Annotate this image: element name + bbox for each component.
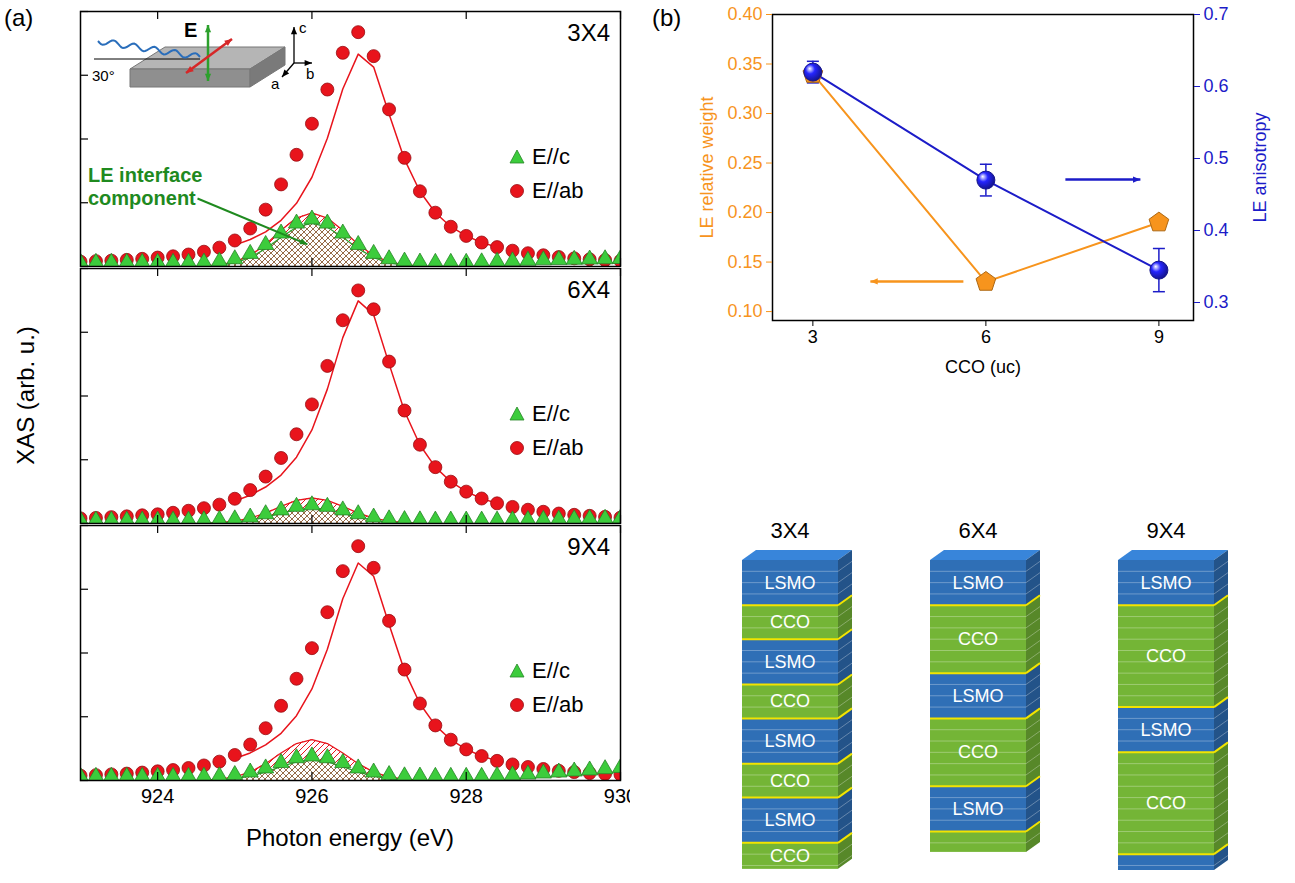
svg-text:0.35: 0.35 — [727, 54, 762, 74]
svg-text:3: 3 — [808, 327, 818, 347]
svg-text:(a): (a) — [4, 4, 33, 31]
svg-text:CCO: CCO — [770, 846, 810, 866]
svg-text:LSMO: LSMO — [764, 573, 815, 593]
svg-text:LE relative weight: LE relative weight — [697, 96, 717, 238]
svg-text:0.25: 0.25 — [727, 153, 762, 173]
svg-text:E: E — [184, 19, 197, 41]
svg-text:0.6: 0.6 — [1204, 76, 1229, 96]
svg-text:LSMO: LSMO — [952, 799, 1003, 819]
svg-text:0.7: 0.7 — [1204, 4, 1229, 24]
html-text:E//c: E//c — [532, 657, 570, 683]
svg-text:CCO: CCO — [958, 629, 998, 649]
svg-text:0.10: 0.10 — [727, 301, 762, 321]
html-text:component: component — [88, 187, 196, 209]
svg-text:924: 924 — [141, 785, 174, 807]
svg-text:(b): (b) — [652, 4, 681, 31]
svg-text:926: 926 — [295, 785, 328, 807]
svg-text:6: 6 — [981, 327, 991, 347]
svg-text:CCO: CCO — [770, 612, 810, 632]
html-text:E//ab: E//ab — [532, 434, 584, 460]
svg-text:XAS (arb. u.): XAS (arb. u.) — [12, 326, 39, 465]
svg-text:6X4: 6X4 — [958, 518, 997, 543]
svg-text:LE anisotropy: LE anisotropy — [1250, 112, 1270, 222]
svg-text:CCO (uc): CCO (uc) — [945, 357, 1021, 377]
svg-text:LSMO: LSMO — [764, 810, 815, 830]
svg-text:930: 930 — [604, 785, 630, 807]
svg-text:0.3: 0.3 — [1204, 292, 1229, 312]
svg-text:b: b — [306, 65, 314, 82]
html-text:3X4: 3X4 — [567, 19, 610, 46]
svg-text:9X4: 9X4 — [1146, 518, 1185, 543]
svg-text:0.4: 0.4 — [1204, 220, 1229, 240]
svg-text:0.30: 0.30 — [727, 103, 762, 123]
svg-text:LSMO: LSMO — [952, 573, 1003, 593]
svg-text:CCO: CCO — [1146, 793, 1186, 813]
svg-text:LSMO: LSMO — [764, 652, 815, 672]
svg-text:CCO: CCO — [770, 691, 810, 711]
svg-text:0.15: 0.15 — [727, 252, 762, 272]
html-text:E//c: E//c — [532, 143, 570, 169]
svg-text:0.40: 0.40 — [727, 4, 762, 24]
svg-text:0.5: 0.5 — [1204, 148, 1229, 168]
svg-text:CCO: CCO — [958, 742, 998, 762]
svg-text:Photon energy (eV): Photon energy (eV) — [246, 824, 454, 851]
svg-text:LSMO: LSMO — [952, 686, 1003, 706]
svg-text:LSMO: LSMO — [764, 731, 815, 751]
svg-text:3X4: 3X4 — [770, 518, 809, 543]
html-text:E//ab: E//ab — [532, 177, 584, 203]
svg-text:CCO: CCO — [770, 771, 810, 791]
html-text:E//ab: E//ab — [532, 691, 584, 717]
html-text:9X4: 9X4 — [567, 533, 610, 560]
html-text:E//c: E//c — [532, 400, 570, 426]
svg-text:30°: 30° — [92, 67, 115, 84]
svg-text:LSMO: LSMO — [1140, 573, 1191, 593]
svg-text:LSMO: LSMO — [1140, 720, 1191, 740]
html-text:LE interface: LE interface — [88, 164, 203, 186]
svg-text:0.20: 0.20 — [727, 202, 762, 222]
svg-text:CCO: CCO — [1146, 646, 1186, 666]
html-text:6X4: 6X4 — [567, 276, 610, 303]
svg-text:9: 9 — [1154, 327, 1164, 347]
svg-text:a: a — [271, 75, 280, 92]
svg-text:928: 928 — [450, 785, 483, 807]
svg-text:c: c — [299, 19, 307, 36]
